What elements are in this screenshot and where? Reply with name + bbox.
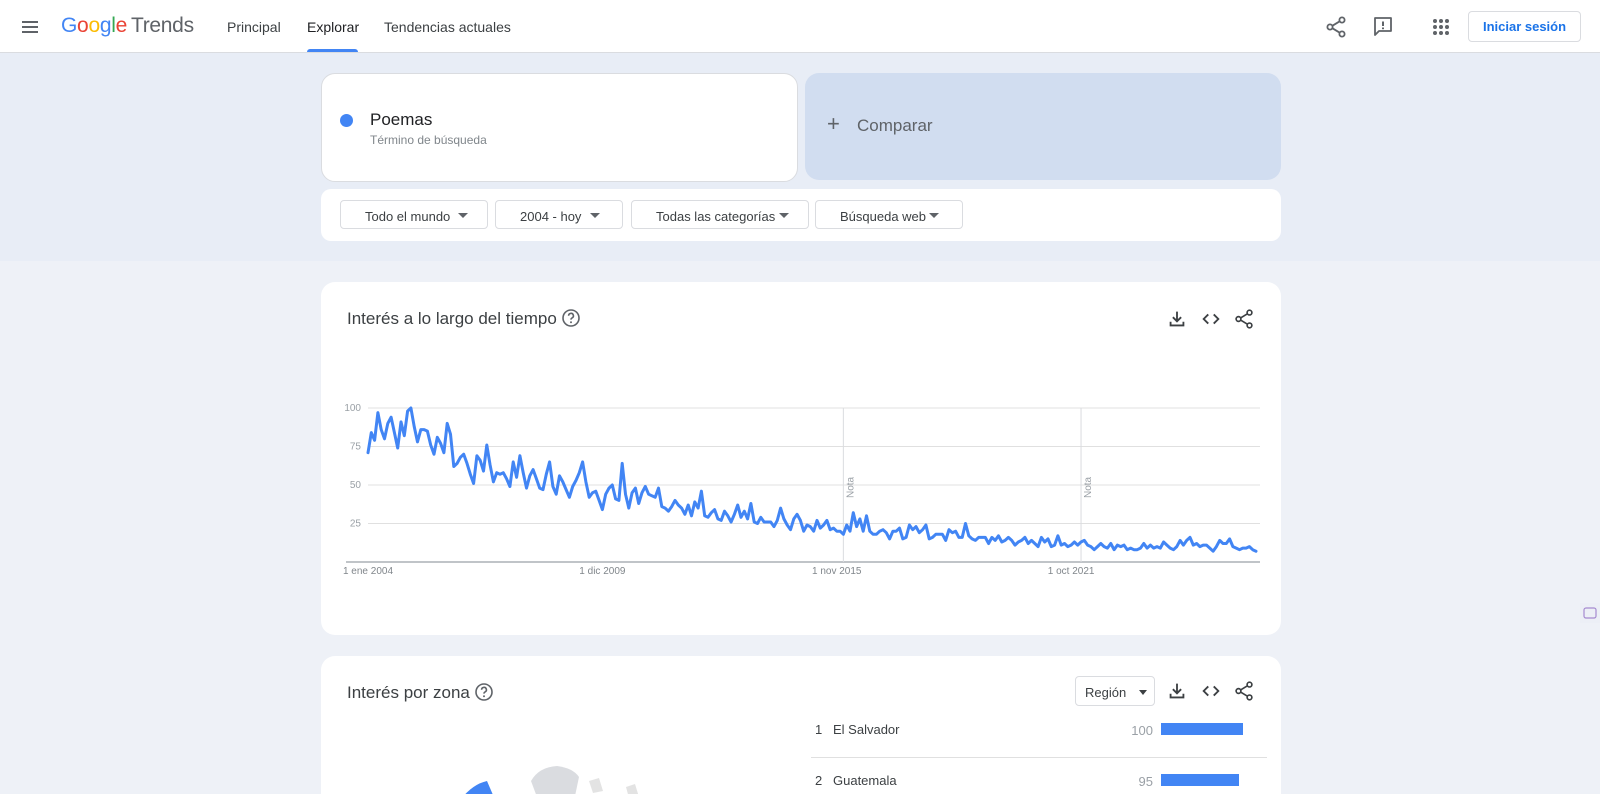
note-label[interactable]: Nota <box>1083 476 1094 498</box>
region-rank: 2 <box>815 773 823 788</box>
tab-explorar[interactable]: Explorar <box>307 19 360 35</box>
region-rank: 1 <box>815 722 823 737</box>
world-map[interactable] <box>421 751 651 794</box>
expand-icon <box>1583 607 1597 619</box>
tab-principal[interactable]: Principal <box>227 19 281 35</box>
category-filter[interactable]: Todas las categorías <box>631 200 809 229</box>
y-tick-label: 100 <box>344 403 361 414</box>
region-row[interactable]: 1 El Salvador 100 <box>811 712 1267 758</box>
region-bar <box>1161 723 1243 735</box>
location-filter-label: Todo el mundo <box>365 209 451 224</box>
caret-down-icon <box>590 213 600 218</box>
term-color-dot <box>340 114 353 127</box>
region-value: 95 <box>1138 774 1153 789</box>
apps-icon[interactable] <box>1429 15 1453 39</box>
region-row[interactable]: 2 Guatemala 95 <box>811 763 1267 794</box>
tab-tendencias-actuales[interactable]: Tendencias actuales <box>384 19 511 35</box>
interest-over-time-title: Interés a lo largo del tiempo <box>347 309 557 328</box>
search-term-card[interactable]: Poemas Término de búsqueda <box>321 73 798 182</box>
y-tick-label: 50 <box>350 480 362 491</box>
plus-icon: + <box>827 111 840 136</box>
embed-icon[interactable] <box>1200 680 1222 702</box>
caret-down-icon <box>929 213 939 218</box>
region-bar <box>1161 774 1239 786</box>
search-term-type: Término de búsqueda <box>370 133 487 147</box>
x-tick-label: 1 nov 2015 <box>812 566 862 577</box>
x-tick-label: 1 oct 2021 <box>1048 566 1095 577</box>
help-icon[interactable] <box>474 682 494 702</box>
filters-bar: Todo el mundo 2004 - hoy Todas las categ… <box>321 189 1281 241</box>
menu-icon[interactable] <box>18 15 42 39</box>
compare-button[interactable]: + Comparar <box>805 73 1281 180</box>
y-tick-label: 75 <box>350 442 362 453</box>
embed-icon[interactable] <box>1200 308 1222 330</box>
caret-down-icon <box>779 213 789 218</box>
interest-over-time-card: Interés a lo largo del tiempo Nota Nota 2… <box>321 282 1281 635</box>
time-range-filter[interactable]: 2004 - hoy <box>495 200 623 229</box>
side-panel-toggle[interactable] <box>1580 603 1600 623</box>
compare-label: Comparar <box>857 116 933 135</box>
region-dropdown-label: Región <box>1085 685 1127 700</box>
caret-down-icon <box>458 213 468 218</box>
download-icon[interactable] <box>1166 308 1188 330</box>
x-tick-label: 1 ene 2004 <box>343 566 393 577</box>
google-trends-logo[interactable]: Google Trends <box>61 14 194 37</box>
search-type-filter-label: Búsqueda web <box>840 209 927 224</box>
sign-in-button[interactable]: Iniciar sesión <box>1468 11 1581 42</box>
feedback-icon[interactable] <box>1371 15 1395 39</box>
region-name[interactable]: Guatemala <box>833 773 897 788</box>
search-type-filter[interactable]: Búsqueda web <box>815 200 963 229</box>
caret-down-icon <box>1139 690 1147 695</box>
region-value: 100 <box>1131 723 1153 738</box>
category-filter-label: Todas las categorías <box>656 209 776 224</box>
share-icon[interactable] <box>1233 680 1255 702</box>
active-tab-indicator <box>307 49 358 52</box>
download-icon[interactable] <box>1166 680 1188 702</box>
note-label[interactable]: Nota <box>845 476 856 498</box>
share-icon[interactable] <box>1324 15 1348 39</box>
location-filter[interactable]: Todo el mundo <box>340 200 488 229</box>
interest-by-region-title: Interés por zona <box>347 683 470 702</box>
interest-over-time-chart[interactable]: Nota Nota 25 50 75 100 1 ene 2004 1 dic 2009 1… <box>321 282 1281 635</box>
region-resolution-dropdown[interactable]: Región <box>1075 676 1155 706</box>
top-app-bar: Google Trends Principal Explorar Tendenci… <box>0 0 1600 53</box>
share-icon[interactable] <box>1233 308 1255 330</box>
region-name[interactable]: El Salvador <box>833 722 900 737</box>
search-term[interactable]: Poemas <box>370 110 433 129</box>
y-tick-label: 25 <box>350 519 362 530</box>
help-icon[interactable] <box>561 308 581 328</box>
x-tick-label: 1 dic 2009 <box>579 566 626 577</box>
series-line-poemas <box>366 406 1258 553</box>
interest-by-region-card: Interés por zona Región 1 El Salvador 10… <box>321 656 1281 794</box>
time-range-filter-label: 2004 - hoy <box>520 209 582 224</box>
